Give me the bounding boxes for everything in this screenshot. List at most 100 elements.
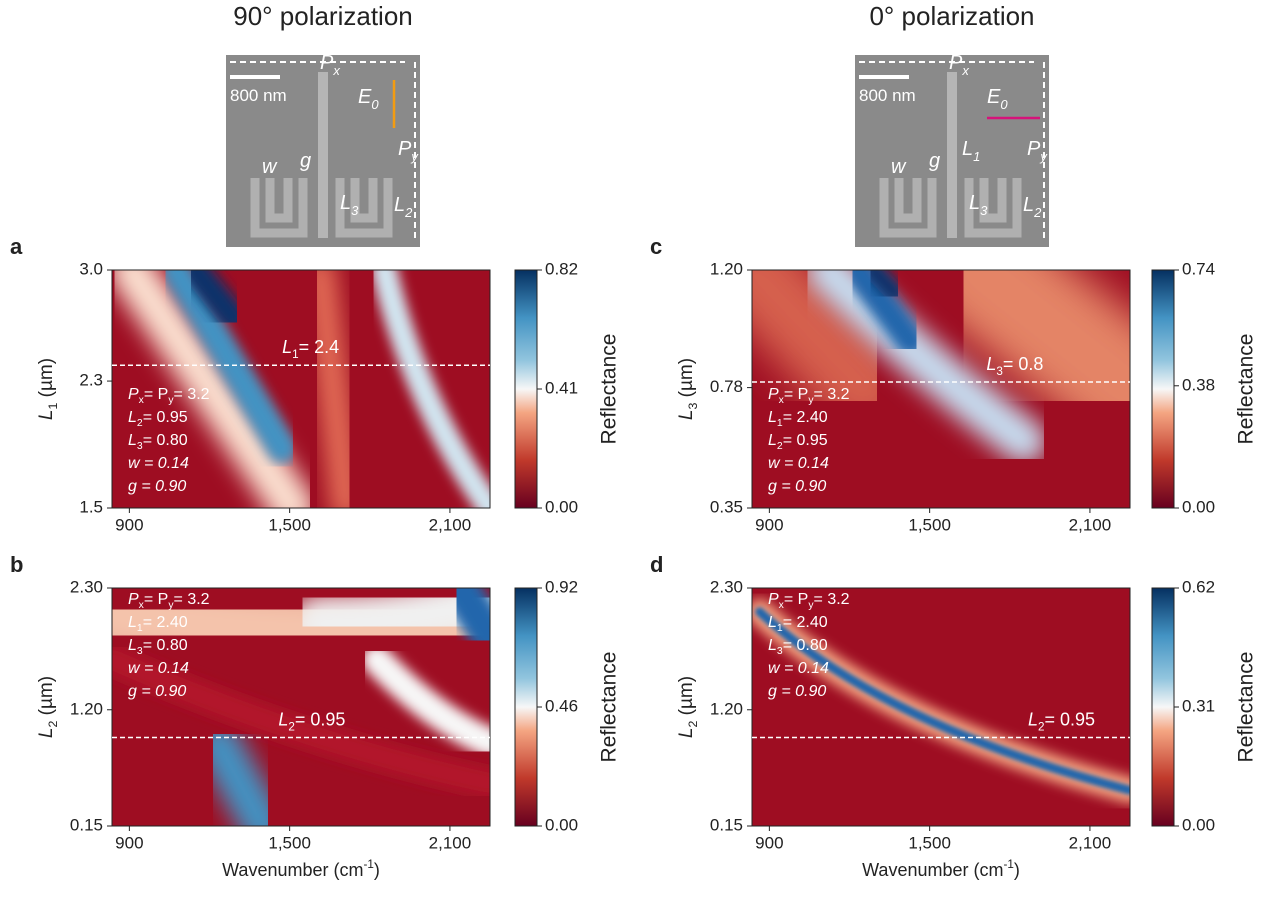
x-tick-label: 1,500: [268, 515, 311, 534]
y-tick-label: 2.30: [710, 577, 743, 596]
text-segment: L: [128, 637, 137, 654]
image-label: 800 nm: [859, 86, 916, 105]
text-segment: y: [168, 395, 174, 406]
text-segment: = 3.2: [174, 591, 210, 608]
x-axis-label: Wavenumber (cm-1): [862, 858, 1020, 880]
text-segment: = P: [784, 386, 808, 403]
text-segment: L: [128, 432, 137, 449]
text-segment: 1: [973, 149, 980, 164]
x-tick-label: 900: [115, 833, 143, 852]
text-segment: E: [987, 86, 1001, 108]
text-segment: L: [282, 337, 292, 357]
text-segment: x: [139, 600, 145, 611]
y-axis-label: L3 (µm): [676, 358, 700, 420]
y-axis-label: L2 (µm): [676, 676, 700, 738]
text-segment: 2: [686, 721, 700, 728]
text-segment: = 0.80: [143, 432, 188, 449]
y-tick-label: 2.30: [70, 577, 103, 596]
text-segment: = 0.95: [295, 709, 346, 729]
image-label: 800 nm: [230, 86, 287, 105]
panel-label: d: [650, 552, 663, 577]
parameter-text: L1= 2.40: [768, 409, 828, 429]
colorbar-label: Reflectance: [1235, 334, 1258, 445]
heatmap-band: [161, 270, 298, 464]
text-segment: 1: [137, 623, 143, 634]
text-segment: 2: [1033, 205, 1042, 220]
text-segment: L: [1028, 709, 1038, 729]
heatmap-band: [755, 607, 1130, 795]
text-segment: = 3.2: [174, 386, 210, 403]
x-axis-label: Wavenumber (cm-1): [222, 858, 380, 880]
text-segment: x: [779, 600, 785, 611]
text-segment: w = 0.14: [128, 660, 189, 677]
text-segment: x: [961, 63, 969, 78]
colorbar: [1151, 587, 1175, 827]
image-label: L1: [962, 138, 980, 164]
text-segment: = P: [784, 591, 808, 608]
text-segment: L: [36, 410, 57, 421]
x-tick-label: 2,100: [429, 833, 472, 852]
text-segment: -1: [363, 858, 373, 871]
colorbar-tick-label: 0.00: [1182, 497, 1215, 516]
colorbar-tick-label: 0.46: [545, 696, 578, 715]
text-segment: L: [969, 192, 980, 214]
text-segment: 1: [777, 623, 783, 634]
x-tick-label: 1,500: [908, 515, 951, 534]
text-segment: 3: [980, 203, 988, 218]
image-label: Px: [320, 52, 340, 78]
sem-image: [226, 55, 420, 247]
parameter-text: Px= Py= 3.2: [768, 386, 850, 406]
text-segment: 2: [777, 441, 783, 452]
x-tick-label: 2,100: [429, 515, 472, 534]
plot-frame: [111, 587, 491, 827]
y-tick-label: 0.78: [710, 377, 743, 396]
text-segment: P: [768, 591, 779, 608]
colorbar-label: Reflectance: [1235, 652, 1258, 763]
panel-label: b: [10, 552, 23, 577]
text-segment: L: [768, 432, 777, 449]
colorbar: [514, 269, 538, 509]
text-segment: y: [1039, 149, 1048, 164]
colorbar-tick-label: 0.92: [545, 577, 578, 596]
text-segment: g = 0.90: [128, 683, 186, 700]
text-segment: 3: [137, 441, 143, 452]
image-label: Px: [949, 52, 969, 78]
text-segment: = 0.95: [783, 432, 828, 449]
parameter-text: L3= 0.80: [768, 637, 828, 657]
colorbar-tick-label: 0.00: [1182, 815, 1215, 834]
marker-label: L1= 2.4: [282, 337, 339, 361]
heatmap-band: [112, 645, 490, 798]
parameter-text: L2= 0.95: [128, 409, 188, 429]
parameter-text: L1= 2.40: [768, 614, 828, 634]
image-label: L3: [969, 192, 988, 218]
text-segment: P: [320, 52, 334, 74]
sem-image: [855, 55, 1049, 247]
image-title: 90° polarization: [233, 1, 413, 31]
text-segment: g: [300, 150, 311, 172]
text-segment: P: [768, 386, 779, 403]
text-segment: 3: [137, 646, 143, 657]
image-label: L3: [340, 192, 359, 218]
image-label: Py: [1027, 138, 1048, 164]
text-segment: = 0.80: [783, 637, 828, 654]
text-segment: E: [358, 86, 372, 108]
text-segment: = 0.80: [143, 637, 188, 654]
text-segment: P: [128, 386, 139, 403]
text-segment: = P: [144, 386, 168, 403]
heatmap: [112, 270, 490, 508]
text-segment: 3: [686, 403, 700, 410]
parameter-text: g = 0.90: [128, 683, 186, 700]
x-tick-label: 900: [755, 515, 783, 534]
heatmap-background: [752, 588, 1130, 826]
heatmap-band: [805, 270, 1047, 464]
text-segment: L: [1023, 194, 1034, 216]
text-segment: 3: [351, 203, 359, 218]
colorbar-tick-label: 0.00: [545, 497, 578, 516]
image-label: w: [891, 156, 907, 178]
text-segment: 1: [46, 403, 60, 410]
heatmap: [752, 588, 1130, 826]
parameter-text: w = 0.14: [768, 455, 829, 472]
parameter-text: Px= Py= 3.2: [128, 591, 210, 611]
text-segment: Wavenumber (cm: [222, 860, 363, 880]
